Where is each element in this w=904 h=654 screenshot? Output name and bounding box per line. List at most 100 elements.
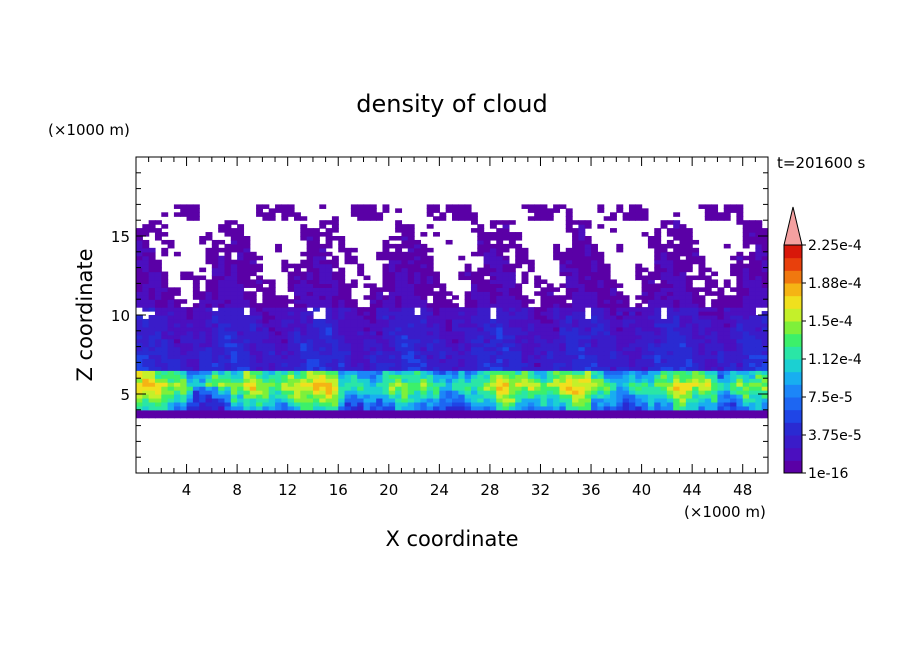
field-cell	[312, 267, 320, 273]
field-cell	[211, 401, 219, 407]
field-cell	[597, 401, 605, 407]
field-cell	[521, 386, 529, 391]
field-cell	[591, 358, 598, 363]
field-cell	[489, 334, 497, 340]
field-cell	[761, 311, 768, 316]
field-cell	[521, 330, 529, 336]
field-cell	[584, 303, 592, 308]
field-cell	[597, 263, 605, 269]
field-cell	[237, 370, 245, 375]
field-cell	[167, 370, 175, 375]
field-cell	[230, 330, 238, 336]
field-cell	[692, 247, 700, 253]
field-cell	[572, 263, 579, 269]
field-cell	[426, 255, 434, 261]
field-cell	[205, 390, 213, 395]
field-cell	[452, 413, 459, 419]
field-cell	[483, 374, 491, 379]
field-cell	[300, 216, 308, 221]
field-cell	[527, 338, 535, 344]
field-cell	[136, 413, 143, 419]
field-cell	[603, 338, 611, 344]
field-cell	[237, 318, 245, 324]
field-cell	[685, 243, 693, 249]
field-cell	[205, 236, 213, 241]
field-cell	[452, 303, 459, 308]
field-cell	[237, 386, 245, 391]
field-cell	[610, 326, 617, 332]
field-cell	[294, 275, 301, 281]
field-cell	[173, 318, 181, 324]
field-cell	[628, 307, 636, 312]
field-cell	[610, 413, 617, 419]
field-cell	[597, 322, 605, 328]
field-cell	[749, 315, 756, 320]
field-cell	[218, 358, 226, 363]
field-cell	[761, 334, 768, 340]
field-cell	[666, 232, 674, 237]
field-cell	[420, 259, 428, 265]
field-cell	[420, 283, 428, 288]
field-cell	[281, 382, 289, 387]
field-cell	[489, 413, 497, 419]
field-cell	[553, 401, 561, 407]
field-cell	[154, 354, 162, 360]
field-cell	[426, 279, 434, 284]
field-cell	[565, 374, 573, 379]
field-cell	[395, 255, 403, 261]
field-cell	[622, 299, 630, 304]
field-cell	[243, 255, 251, 261]
field-cell	[154, 232, 162, 237]
field-cell	[350, 330, 358, 336]
field-cell	[470, 291, 478, 296]
field-cell	[591, 315, 598, 320]
field-cell	[508, 374, 516, 379]
field-cell	[603, 303, 611, 308]
field-cell	[496, 267, 504, 273]
field-cell	[167, 299, 175, 304]
field-cell	[294, 216, 301, 221]
field-cell	[679, 318, 687, 324]
field-cell	[464, 413, 472, 419]
field-cell	[154, 397, 162, 403]
field-cell	[325, 295, 333, 300]
field-cell	[407, 303, 415, 308]
field-cell	[243, 322, 251, 328]
field-cell	[401, 259, 409, 265]
field-cell	[205, 287, 213, 292]
field-cell	[452, 362, 459, 367]
field-cell	[331, 259, 339, 265]
field-cell	[161, 315, 169, 320]
colorbar-label: 1.88e-4	[808, 276, 862, 292]
field-cell	[723, 295, 731, 300]
field-cell	[426, 247, 434, 253]
field-cell	[755, 299, 763, 304]
field-cell	[281, 267, 289, 273]
field-cell	[641, 394, 649, 399]
field-cell	[439, 390, 447, 395]
field-cell	[256, 374, 263, 379]
field-cell	[641, 397, 649, 403]
field-cell	[496, 263, 504, 269]
field-cell	[534, 322, 542, 328]
field-cell	[679, 330, 687, 336]
field-cell	[199, 322, 207, 328]
field-cell	[350, 409, 358, 415]
field-cell	[597, 350, 605, 356]
field-cell	[540, 394, 548, 399]
field-cell	[730, 413, 737, 419]
field-cell	[496, 236, 504, 241]
field-cell	[350, 299, 358, 304]
field-cell	[622, 342, 630, 348]
field-cell	[749, 279, 756, 284]
field-cell	[281, 374, 289, 379]
field-cell	[622, 370, 630, 375]
field-cell	[603, 271, 611, 277]
field-cell	[470, 382, 478, 387]
field-cell	[426, 307, 434, 312]
field-cell	[717, 216, 725, 221]
field-cell	[553, 318, 561, 324]
field-cell	[692, 287, 700, 292]
field-cell	[142, 275, 150, 281]
field-cell	[591, 409, 598, 415]
